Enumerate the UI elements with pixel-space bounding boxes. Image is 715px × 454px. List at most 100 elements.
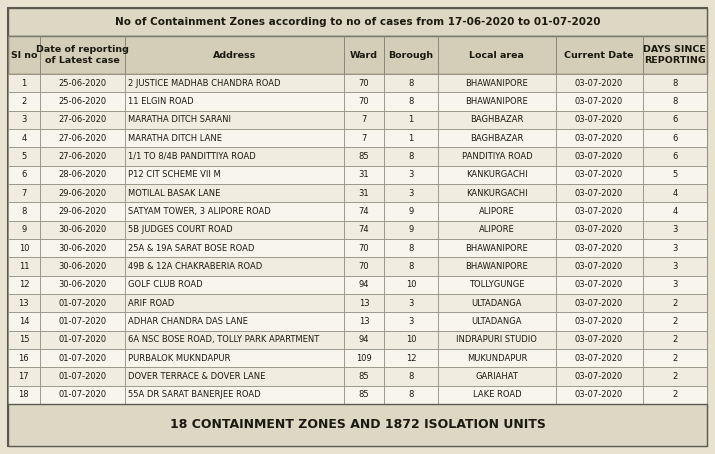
Bar xyxy=(344,111,384,129)
Bar xyxy=(438,202,556,221)
Bar xyxy=(384,202,438,221)
Text: 6: 6 xyxy=(672,115,678,124)
Text: BHAWANIPORE: BHAWANIPORE xyxy=(465,79,528,88)
Text: INDRAPURI STUDIO: INDRAPURI STUDIO xyxy=(456,336,537,344)
Text: 3: 3 xyxy=(672,262,678,271)
Text: 85: 85 xyxy=(359,390,369,400)
Bar xyxy=(384,312,438,331)
Text: 03-07-2020: 03-07-2020 xyxy=(575,97,623,106)
Text: 27-06-2020: 27-06-2020 xyxy=(58,133,107,143)
Text: 3: 3 xyxy=(672,244,678,253)
Text: 03-07-2020: 03-07-2020 xyxy=(575,115,623,124)
Text: PANDITIYA ROAD: PANDITIYA ROAD xyxy=(462,152,532,161)
Bar xyxy=(124,148,344,166)
Text: BHAWANIPORE: BHAWANIPORE xyxy=(465,97,528,106)
Text: 94: 94 xyxy=(359,280,369,289)
Text: 28-06-2020: 28-06-2020 xyxy=(58,170,107,179)
Bar xyxy=(643,221,707,239)
Text: MARATHA DITCH SARANI: MARATHA DITCH SARANI xyxy=(127,115,231,124)
Text: DAYS SINCE
REPORTING: DAYS SINCE REPORTING xyxy=(644,45,706,65)
Bar xyxy=(40,166,124,184)
Text: 3: 3 xyxy=(21,115,26,124)
Text: 8: 8 xyxy=(672,79,678,88)
Bar xyxy=(556,184,643,202)
Text: 1/1 TO 8/4B PANDITTIYA ROAD: 1/1 TO 8/4B PANDITTIYA ROAD xyxy=(127,152,255,161)
Text: 03-07-2020: 03-07-2020 xyxy=(575,336,623,344)
Bar xyxy=(438,221,556,239)
Text: 2: 2 xyxy=(672,354,677,363)
Bar xyxy=(384,239,438,257)
Text: 8: 8 xyxy=(408,79,413,88)
Bar xyxy=(344,349,384,367)
Text: Ward: Ward xyxy=(350,50,378,59)
Text: P12 CIT SCHEME VII M: P12 CIT SCHEME VII M xyxy=(127,170,220,179)
Bar xyxy=(643,184,707,202)
Bar xyxy=(556,312,643,331)
Text: 01-07-2020: 01-07-2020 xyxy=(58,317,107,326)
Text: 18 CONTAINMENT ZONES AND 1872 ISOLATION UNITS: 18 CONTAINMENT ZONES AND 1872 ISOLATION … xyxy=(169,419,546,431)
Bar xyxy=(556,331,643,349)
Text: 25-06-2020: 25-06-2020 xyxy=(58,79,107,88)
Text: 3: 3 xyxy=(408,189,413,197)
Text: 10: 10 xyxy=(405,336,416,344)
Bar xyxy=(344,92,384,111)
Bar xyxy=(556,92,643,111)
Bar xyxy=(8,8,707,36)
Text: 03-07-2020: 03-07-2020 xyxy=(575,170,623,179)
Bar xyxy=(643,367,707,385)
Bar xyxy=(40,111,124,129)
Text: 01-07-2020: 01-07-2020 xyxy=(58,299,107,308)
Text: 85: 85 xyxy=(359,372,369,381)
Text: 8: 8 xyxy=(21,207,26,216)
Text: 10: 10 xyxy=(405,280,416,289)
Text: ARIF ROAD: ARIF ROAD xyxy=(127,299,174,308)
Bar xyxy=(40,367,124,385)
Text: 03-07-2020: 03-07-2020 xyxy=(575,133,623,143)
Bar xyxy=(643,148,707,166)
Text: 1: 1 xyxy=(408,115,413,124)
Bar xyxy=(344,367,384,385)
Bar xyxy=(124,74,344,92)
Bar xyxy=(643,74,707,92)
Bar xyxy=(438,312,556,331)
Text: 6: 6 xyxy=(672,152,678,161)
Text: 01-07-2020: 01-07-2020 xyxy=(58,372,107,381)
Text: 01-07-2020: 01-07-2020 xyxy=(58,336,107,344)
Text: 49B & 12A CHAKRABERIA ROAD: 49B & 12A CHAKRABERIA ROAD xyxy=(127,262,262,271)
Text: 8: 8 xyxy=(408,97,413,106)
Bar xyxy=(124,92,344,111)
Text: 25A & 19A SARAT BOSE ROAD: 25A & 19A SARAT BOSE ROAD xyxy=(127,244,254,253)
Bar xyxy=(384,92,438,111)
Text: 7: 7 xyxy=(21,189,26,197)
Text: 9: 9 xyxy=(21,225,26,234)
Bar xyxy=(384,148,438,166)
Bar xyxy=(124,367,344,385)
Bar xyxy=(344,129,384,148)
Bar xyxy=(438,129,556,148)
Text: 85: 85 xyxy=(359,152,369,161)
Text: Current Date: Current Date xyxy=(564,50,633,59)
Text: DOVER TERRACE & DOVER LANE: DOVER TERRACE & DOVER LANE xyxy=(127,372,265,381)
Text: BHAWANIPORE: BHAWANIPORE xyxy=(465,244,528,253)
Text: 2: 2 xyxy=(672,336,677,344)
Text: MOTILAL BASAK LANE: MOTILAL BASAK LANE xyxy=(127,189,220,197)
Bar xyxy=(384,184,438,202)
Text: 7: 7 xyxy=(361,133,367,143)
Bar xyxy=(384,36,438,74)
Text: 3: 3 xyxy=(408,170,413,179)
Bar xyxy=(438,36,556,74)
Bar xyxy=(8,184,40,202)
Bar xyxy=(643,385,707,404)
Bar xyxy=(384,221,438,239)
Bar xyxy=(344,257,384,276)
Bar xyxy=(8,202,40,221)
Text: 30-06-2020: 30-06-2020 xyxy=(58,262,107,271)
Text: Local area: Local area xyxy=(470,50,524,59)
Text: 74: 74 xyxy=(359,225,369,234)
Text: 03-07-2020: 03-07-2020 xyxy=(575,225,623,234)
Bar xyxy=(124,221,344,239)
Text: 11 ELGIN ROAD: 11 ELGIN ROAD xyxy=(127,97,193,106)
Bar xyxy=(344,239,384,257)
Text: 03-07-2020: 03-07-2020 xyxy=(575,372,623,381)
Bar xyxy=(438,276,556,294)
